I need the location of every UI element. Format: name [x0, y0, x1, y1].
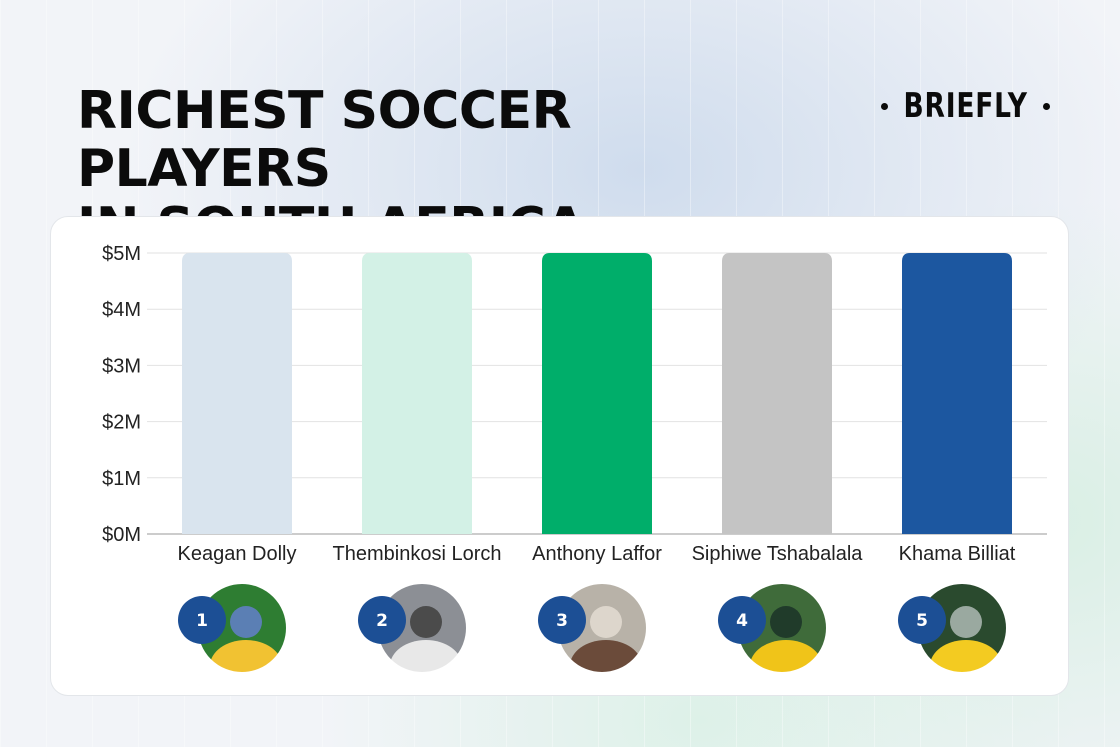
brand-logo: BRIEFLY [881, 86, 1051, 126]
photo-shirt [750, 640, 822, 673]
x-tick-label: Khama Billiat [899, 543, 1016, 565]
photo-shirt [570, 640, 642, 673]
rank-number: 5 [916, 611, 928, 631]
player-photo [917, 583, 1007, 673]
rank-badge [358, 596, 406, 644]
y-tick-label: $5M [102, 243, 141, 265]
player-photo [557, 583, 647, 673]
player-photo [197, 583, 287, 673]
photo-shirt [390, 640, 462, 673]
x-tick-label: Siphiwe Tshabalala [692, 543, 864, 565]
rank-number: 2 [376, 611, 388, 631]
brand-wordmark: BRIEFLY [903, 86, 1028, 126]
rank-badge [718, 596, 766, 644]
x-tick-label: Thembinkosi Lorch [333, 543, 502, 565]
x-axis-labels: Keagan Dolly Thembinkosi Lorch Anthony Laf… [178, 543, 1016, 565]
photo-head [410, 606, 442, 638]
bar [362, 253, 472, 534]
y-tick-label: $0M [102, 524, 141, 546]
y-tick-label: $1M [102, 468, 141, 490]
bar [542, 253, 652, 534]
rank-badge [898, 596, 946, 644]
photo-head [230, 606, 262, 638]
brand-dot-left [881, 102, 888, 110]
bar [182, 253, 292, 534]
y-tick-label: $2M [102, 412, 141, 434]
photo-shirt [210, 640, 282, 673]
photo-head [950, 606, 982, 638]
photo-shirt [930, 640, 1002, 673]
x-tick-label: Keagan Dolly [178, 543, 297, 565]
x-tick-label: Anthony Laffor [532, 543, 662, 565]
player-avatars: 1 2 3 4 5 [178, 582, 1008, 674]
rank-number: 3 [556, 611, 568, 631]
title-line-1: RICHEST SOCCER PLAYERS [77, 81, 572, 199]
y-tick-label: $4M [102, 299, 141, 321]
bar-chart: $0M $1M $2M $3M $4M $5M Keagan Dolly Thembinko… [102, 243, 1047, 674]
y-tick-label: $3M [102, 355, 141, 377]
rank-number: 1 [196, 611, 208, 631]
bars [182, 253, 1012, 534]
chart-card: $0M $1M $2M $3M $4M $5M Keagan Dolly Thembinko… [50, 216, 1069, 696]
photo-head [770, 606, 802, 638]
rank-number: 4 [736, 611, 748, 631]
photo-head [590, 606, 622, 638]
rank-badge [538, 596, 586, 644]
bar [722, 253, 832, 534]
bar [902, 253, 1012, 534]
y-axis-ticks: $0M $1M $2M $3M $4M $5M [102, 243, 141, 546]
brand-dot-right [1043, 102, 1051, 110]
rank-badge [178, 596, 226, 644]
